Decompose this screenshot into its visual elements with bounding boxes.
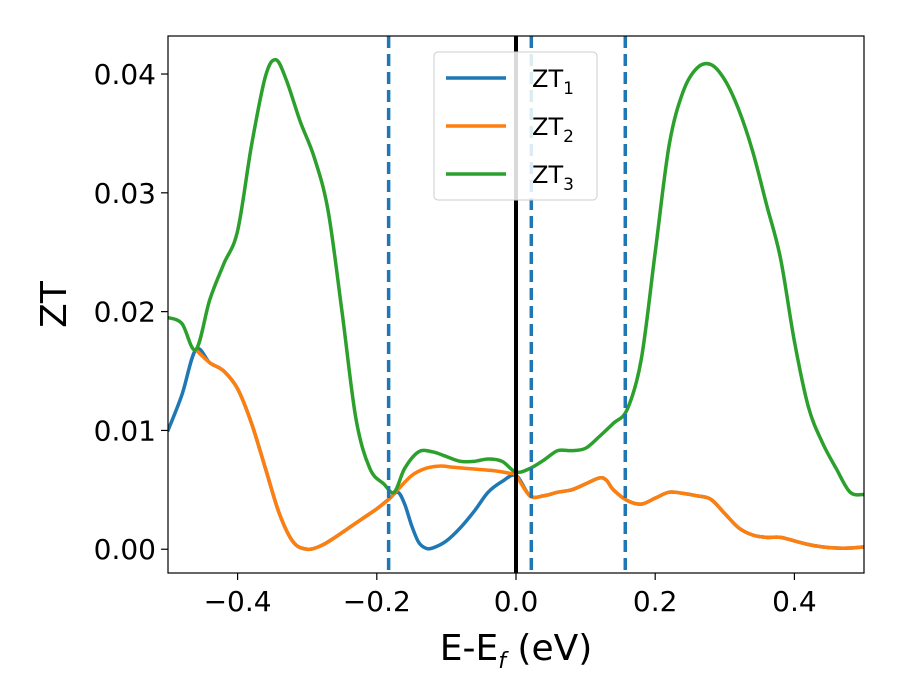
legend-label-zt1: ZT1 [532,65,574,99]
y-tick-label: 0.02 [94,296,156,329]
axis-ticks: −0.4 −0.2 0.0 0.2 0.4 0.00 0.01 0.02 0.03 0.04 [94,58,817,618]
x-tick-label: 0.4 [772,585,817,618]
y-tick-label: 0.03 [94,177,156,210]
x-axis-label-subscript: f [498,649,509,674]
legend: ZT1 ZT2 ZT3 [433,51,598,201]
legend-label-zt2: ZT2 [532,113,574,147]
x-tick-label: 0.2 [633,585,678,618]
y-tick-label: 0.01 [94,414,156,447]
x-axis-label-main: E-E [440,628,498,669]
x-axis-label: E-Ef (eV) [440,628,593,674]
legend-box [433,51,598,201]
x-axis-label-suffix: (eV) [506,628,592,669]
y-tick-label: 0.00 [94,533,156,566]
y-axis-label: ZT [34,280,75,328]
series-line-zt3 [168,57,864,497]
y-tick-label: 0.04 [94,58,156,91]
x-tick-label: −0.2 [343,585,411,618]
x-tick-label: −0.4 [204,585,272,618]
legend-label-zt3: ZT3 [532,161,574,195]
x-tick-label: 0.0 [494,585,539,618]
